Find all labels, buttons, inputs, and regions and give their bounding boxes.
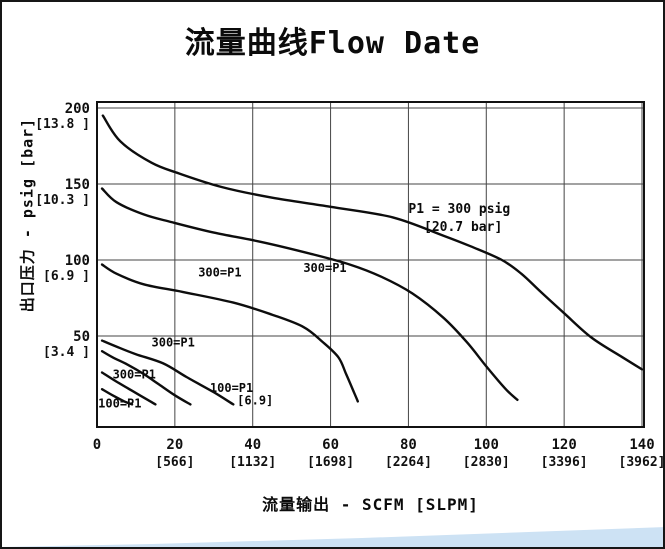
curve-annotation: P1 = 300 psig [408, 202, 510, 217]
bottom-decor-band [2, 527, 663, 547]
x-tick-label: 20 [166, 437, 183, 453]
curve-annotation: 300=P1 [152, 336, 195, 350]
x-tick-sublabel: [3962] [619, 455, 665, 470]
curve-annotation: 100=P1 [210, 381, 253, 395]
x-tick-sublabel: [2264] [385, 455, 432, 470]
y-tick-label: 200 [65, 101, 90, 117]
curve-annotation: [6.9] [237, 393, 273, 407]
x-tick-label: 120 [551, 437, 576, 453]
x-tick-label: 140 [629, 437, 654, 453]
x-tick-label: 80 [400, 437, 417, 453]
curve-set-50-p1-300 [100, 339, 235, 406]
curve-set-50-p1-100 [100, 350, 192, 406]
x-tick-label: 0 [93, 437, 101, 453]
curve-annotation: [20.7 bar] [424, 220, 502, 235]
y-tick-sublabel: [10.3 ] [35, 193, 90, 208]
x-tick-sublabel: [3396] [541, 455, 588, 470]
x-tick-label: 100 [474, 437, 499, 453]
curve-set-150-p1-300 [100, 187, 519, 401]
curve-annotation: 100=P1 [98, 396, 141, 410]
chart-title: 流量曲线Flow Date [184, 26, 481, 61]
x-tick-label: 40 [244, 437, 261, 453]
curve-annotation: 300=P1 [113, 368, 156, 382]
y-tick-label: 150 [65, 177, 90, 193]
plot-border [96, 101, 645, 428]
curve-set-25-p1-100 [100, 388, 134, 406]
x-tick-sublabel: [1698] [307, 455, 354, 470]
x-tick-sublabel: [2830] [463, 455, 510, 470]
x-tick-label: 60 [322, 437, 339, 453]
y-tick-sublabel: [13.8 ] [35, 117, 90, 132]
x-tick-sublabel: [566] [155, 455, 194, 470]
curve-annotation: 300=P1 [198, 266, 241, 280]
curve-set-25-p1-300 [100, 371, 157, 406]
y-tick-label: 100 [65, 253, 90, 269]
x-axis-title: 流量输出 - SCFM [SLPM] [262, 495, 479, 514]
x-tick-sublabel: [1132] [229, 455, 276, 470]
y-tick-sublabel: [3.4 ] [43, 345, 90, 360]
curve-set-100-p1-300 [100, 263, 359, 403]
curve-annotation: 300=P1 [303, 261, 346, 275]
curve-set-200-p1-300 [101, 114, 644, 371]
y-tick-label: 50 [73, 329, 90, 345]
y-tick-sublabel: [6.9 ] [43, 269, 90, 284]
